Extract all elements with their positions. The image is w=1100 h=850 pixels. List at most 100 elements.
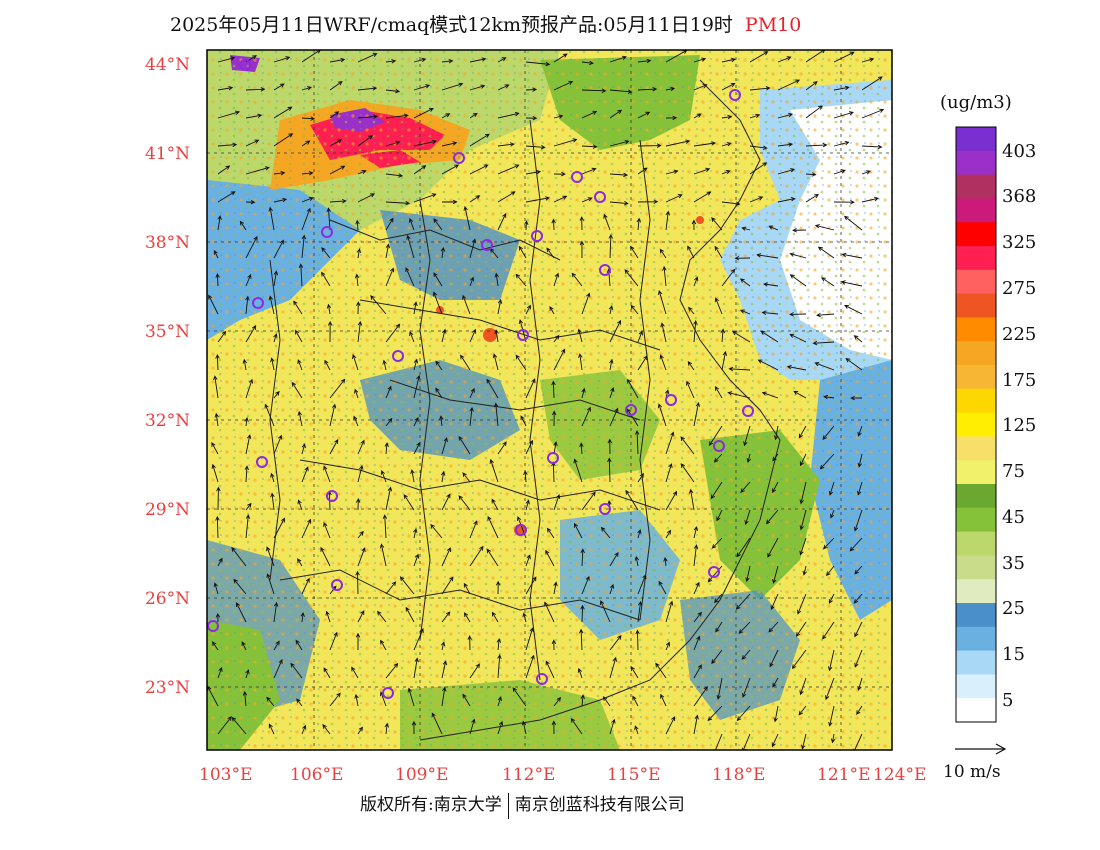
wind-arrow bbox=[736, 705, 751, 722]
wind-arrow bbox=[553, 138, 578, 147]
wind-arrow bbox=[268, 206, 275, 231]
wind-arrow bbox=[693, 113, 702, 119]
wind-arrow bbox=[693, 714, 699, 735]
wind-arrow bbox=[273, 56, 291, 63]
wind-arrow bbox=[777, 79, 801, 91]
wind-arrow bbox=[579, 216, 584, 231]
lat-label-35: 35°N bbox=[144, 322, 190, 342]
wind-arrow bbox=[512, 687, 527, 707]
wind-arrow bbox=[609, 201, 629, 206]
wind-arrow bbox=[399, 576, 415, 595]
wind-arrow bbox=[469, 195, 481, 203]
wind-arrow bbox=[268, 295, 275, 315]
wind-arrow bbox=[553, 441, 558, 455]
wind-arrow bbox=[749, 51, 769, 63]
colorbar-label: 35 bbox=[1002, 553, 1025, 574]
wind-arrow bbox=[687, 245, 695, 259]
colorbar-swatch bbox=[956, 365, 996, 390]
wind-arrow bbox=[772, 453, 779, 462]
wind-arrow bbox=[435, 360, 443, 371]
wind-arrow bbox=[525, 378, 536, 399]
wind-arrow bbox=[715, 621, 723, 633]
wind-arrow bbox=[551, 639, 557, 651]
wind-arrow bbox=[217, 215, 222, 231]
wind-arrow bbox=[525, 304, 531, 315]
wind-arrow bbox=[553, 348, 566, 371]
wind-arrow bbox=[581, 292, 591, 315]
wind-arrow bbox=[609, 319, 622, 343]
wind-arrow bbox=[630, 245, 639, 259]
wind-arrow bbox=[658, 290, 667, 315]
wind-arrow bbox=[734, 255, 751, 261]
wind-arrow bbox=[329, 198, 347, 204]
wind-arrow bbox=[741, 226, 751, 231]
wind-arrow bbox=[273, 106, 293, 119]
wind-arrow bbox=[581, 110, 598, 119]
wind-arrow bbox=[833, 111, 854, 119]
lat-label-38: 38°N bbox=[144, 233, 190, 253]
wind-arrow bbox=[217, 557, 223, 567]
wind-arrow bbox=[385, 200, 411, 206]
wind-arrow bbox=[853, 509, 863, 532]
wind-arrow bbox=[469, 84, 486, 91]
wind-arrow bbox=[579, 442, 584, 455]
wind-arrow bbox=[627, 378, 639, 399]
wind-arrow bbox=[460, 354, 471, 371]
colorbar-frame bbox=[955, 126, 997, 723]
wind-arrow bbox=[208, 294, 219, 315]
wind-arrow bbox=[266, 696, 275, 707]
wind-arrow bbox=[301, 207, 311, 231]
wind-arrow bbox=[660, 322, 667, 343]
lon-label-112: 112°E bbox=[502, 765, 556, 785]
monitoring-stations bbox=[207, 59, 754, 699]
wind-arrow bbox=[217, 666, 223, 679]
wind-arrow bbox=[789, 333, 807, 343]
wind-arrow bbox=[773, 425, 779, 441]
wind-arrow bbox=[441, 437, 448, 455]
wind-arrow bbox=[385, 88, 401, 94]
wind-arrow bbox=[632, 695, 639, 707]
wind-arrow bbox=[293, 300, 303, 315]
wind-arrow bbox=[497, 57, 507, 63]
wind-arrow bbox=[603, 213, 611, 231]
wind-arrow bbox=[354, 388, 359, 399]
wind-arrow bbox=[353, 415, 359, 427]
wind-arrow bbox=[546, 247, 555, 259]
wind-arrow bbox=[441, 493, 451, 511]
wind-arrow bbox=[413, 107, 434, 119]
wind-arrow bbox=[525, 169, 542, 175]
wind-arrow bbox=[213, 375, 219, 399]
wind-arrow bbox=[301, 443, 306, 455]
wind-arrow bbox=[693, 581, 700, 595]
wind-arrow bbox=[515, 273, 527, 287]
wind-arrow bbox=[356, 248, 362, 259]
wind-arrow bbox=[413, 628, 424, 651]
wind-arrow bbox=[486, 378, 499, 399]
concentration-field bbox=[207, 50, 892, 750]
wind-arrow bbox=[462, 472, 471, 483]
colorbar-swatch bbox=[956, 698, 996, 723]
wind-arrow bbox=[581, 144, 598, 149]
wind-arrow bbox=[714, 245, 723, 259]
wind-arrow bbox=[469, 57, 487, 63]
wind-arrow bbox=[385, 140, 401, 147]
wind-arrow bbox=[239, 220, 247, 231]
wind-arrow bbox=[384, 722, 389, 735]
wind-arrow bbox=[665, 716, 676, 735]
wind-arrow bbox=[789, 252, 807, 259]
wind-arrow bbox=[607, 438, 613, 455]
wind-arrow bbox=[325, 610, 331, 623]
wind-arrow bbox=[660, 693, 667, 707]
wind-arrow bbox=[380, 639, 387, 651]
wind-arrow bbox=[634, 429, 640, 455]
wind-arrow bbox=[637, 199, 659, 204]
wind-arrow bbox=[497, 142, 515, 147]
wind-arrow bbox=[385, 486, 393, 511]
wind-arrow bbox=[553, 696, 562, 707]
wind-arrow bbox=[380, 469, 387, 483]
wind-arrow bbox=[329, 692, 341, 707]
lon-label-103: 103°E bbox=[199, 765, 253, 785]
hotspot-henan bbox=[483, 328, 497, 342]
wind-arrow bbox=[413, 441, 421, 455]
wind-arrow bbox=[805, 194, 819, 203]
